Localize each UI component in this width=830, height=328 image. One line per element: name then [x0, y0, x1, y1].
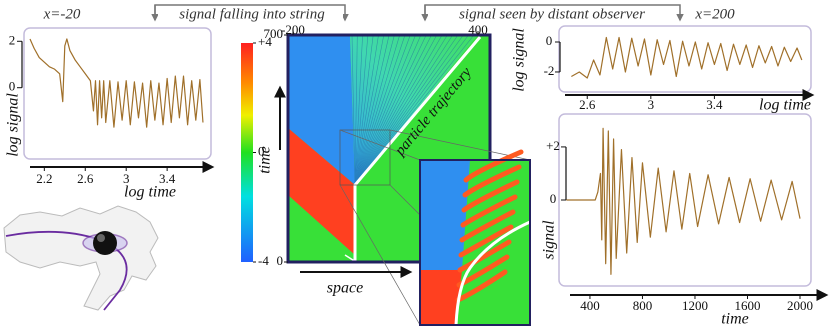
inset-stripe [462, 164, 522, 198]
x-tick-label: 1200 [682, 298, 708, 313]
fan-stripe [354, 34, 464, 186]
fan-stripe [354, 34, 427, 186]
y-tick-label: +2 [546, 138, 560, 153]
y-tick-label: 0 [9, 79, 16, 94]
fan-stripe [354, 34, 390, 186]
fan-stripe [354, 34, 459, 186]
inset-stripe [463, 149, 524, 183]
fan-stripe [354, 34, 432, 186]
fan-stripe [354, 34, 443, 186]
x-tick-label: 2000 [787, 298, 813, 313]
y-tick-label: 0 [550, 191, 557, 206]
x-tick-label: 400 [580, 298, 600, 313]
y-tick-label: 0 [277, 253, 284, 268]
colorbar-tick-label: +4 [258, 34, 272, 49]
fan-stripe [354, 34, 358, 186]
inset-stripe [458, 224, 514, 258]
x-axis-label: log time [124, 184, 176, 201]
signal-line [571, 36, 803, 79]
y-axis-label: time [257, 146, 274, 174]
x-tick-label: 400 [468, 22, 488, 37]
y-axis-label: log signal [511, 28, 528, 92]
fan-stripe [354, 34, 385, 186]
colorbar-tick-label: 0 [258, 143, 265, 158]
fan-stripe [354, 34, 369, 186]
x-tick-label: 2.2 [36, 171, 52, 186]
x-tick-label: 3.4 [706, 97, 723, 112]
fan-stripe [354, 34, 400, 186]
fan-stripe [354, 34, 395, 186]
right-title: x=200 [694, 6, 735, 22]
x-tick-label: 2.6 [77, 171, 94, 186]
inset-stripe [457, 239, 512, 273]
x-tick-label: -200 [281, 22, 305, 37]
signal-line [566, 127, 801, 275]
right-subtitle: signal seen by distant observer [459, 6, 645, 22]
y-tick-label: 0 [546, 33, 553, 48]
colorbar [241, 43, 253, 262]
panel [558, 113, 812, 287]
x-axis-label: time [721, 311, 749, 328]
left-title: x=-20 [43, 6, 81, 22]
fan-stripe [354, 34, 406, 186]
fan-stripe [354, 34, 448, 186]
header-box [158, 6, 343, 24]
fan-stripe [354, 34, 374, 186]
x-tick-label: 800 [633, 298, 653, 313]
x-axis-label: space [327, 280, 363, 297]
y-axis-label: signal [541, 220, 558, 260]
fan-stripe [351, 34, 356, 186]
y-tick-label: -2 [544, 63, 555, 78]
inset-stripe [459, 209, 516, 243]
header-box [428, 6, 676, 24]
fan-stripe [354, 34, 416, 186]
x-axis-label: log time [759, 97, 811, 114]
fan-stripe [354, 34, 438, 186]
x-tick-label: 1600 [734, 298, 760, 313]
inset-stripe [460, 194, 518, 228]
panel [558, 25, 812, 93]
fan-stripe [354, 34, 379, 186]
x-tick-label: 3 [123, 171, 130, 186]
x-tick-label: 3.4 [159, 171, 176, 186]
fan-stripe [354, 34, 469, 186]
header-brackets [151, 4, 684, 22]
fan-stripe [354, 34, 422, 186]
y-tick-label: 700 [264, 26, 284, 41]
colorbar-tick-label: -4 [258, 253, 269, 268]
fan-stripe [354, 34, 363, 186]
fan-stripe [354, 34, 453, 186]
x-tick-label: 2.6 [579, 97, 596, 112]
heatmap-inset [419, 149, 531, 326]
inset-stripe [455, 269, 508, 303]
left-subtitle: signal falling into string [179, 6, 325, 22]
signal-line [29, 38, 204, 128]
y-tick-label: 2 [9, 32, 16, 47]
fan-stripe [354, 34, 411, 186]
inset-stripe [461, 179, 520, 213]
string-cartoon [3, 205, 159, 311]
y-axis-label: log signal [5, 93, 22, 157]
x-tick-label: 3 [648, 97, 655, 112]
